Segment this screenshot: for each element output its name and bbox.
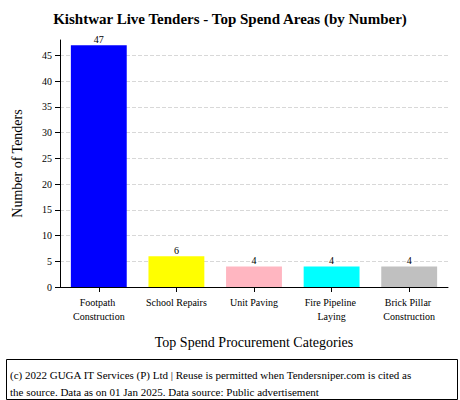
svg-text:Construction: Construction <box>383 311 435 322</box>
svg-text:Kishtwar Live Tenders - Top Sp: Kishtwar Live Tenders - Top Spend Areas … <box>53 11 407 28</box>
svg-text:5: 5 <box>47 256 52 267</box>
svg-text:25: 25 <box>42 153 52 164</box>
svg-text:4: 4 <box>329 255 334 266</box>
svg-text:Brick Pillar: Brick Pillar <box>385 297 434 308</box>
svg-text:6: 6 <box>174 245 179 256</box>
svg-text:10: 10 <box>42 230 52 241</box>
svg-text:Construction: Construction <box>73 311 125 322</box>
svg-text:Fire Pipeline: Fire Pipeline <box>305 297 359 308</box>
svg-text:Number of Tenders: Number of Tenders <box>10 109 25 217</box>
svg-text:20: 20 <box>42 179 52 190</box>
svg-text:(c) 2022 GUGA IT Services (P): (c) 2022 GUGA IT Services (P) Ltd | Reus… <box>10 369 414 382</box>
svg-text:30: 30 <box>42 127 52 138</box>
svg-text:Laying: Laying <box>317 311 345 322</box>
svg-text:Top Spend Procurement Categori: Top Spend Procurement Categories <box>155 335 353 350</box>
svg-text:4: 4 <box>407 255 412 266</box>
svg-text:45: 45 <box>42 50 52 61</box>
svg-text:15: 15 <box>42 204 52 215</box>
svg-text:47: 47 <box>94 34 104 45</box>
svg-text:4: 4 <box>252 255 257 266</box>
svg-text:School Repairs: School Repairs <box>146 297 207 308</box>
svg-text:Unit Paving: Unit Paving <box>230 297 278 308</box>
svg-text:Footpath: Footpath <box>80 297 118 308</box>
svg-text:the source. Data as on 01 Jan: the source. Data as on 01 Jan 2025. Data… <box>10 386 319 398</box>
svg-text:35: 35 <box>42 101 52 112</box>
svg-text:0: 0 <box>47 282 52 293</box>
svg-text:40: 40 <box>42 76 52 87</box>
